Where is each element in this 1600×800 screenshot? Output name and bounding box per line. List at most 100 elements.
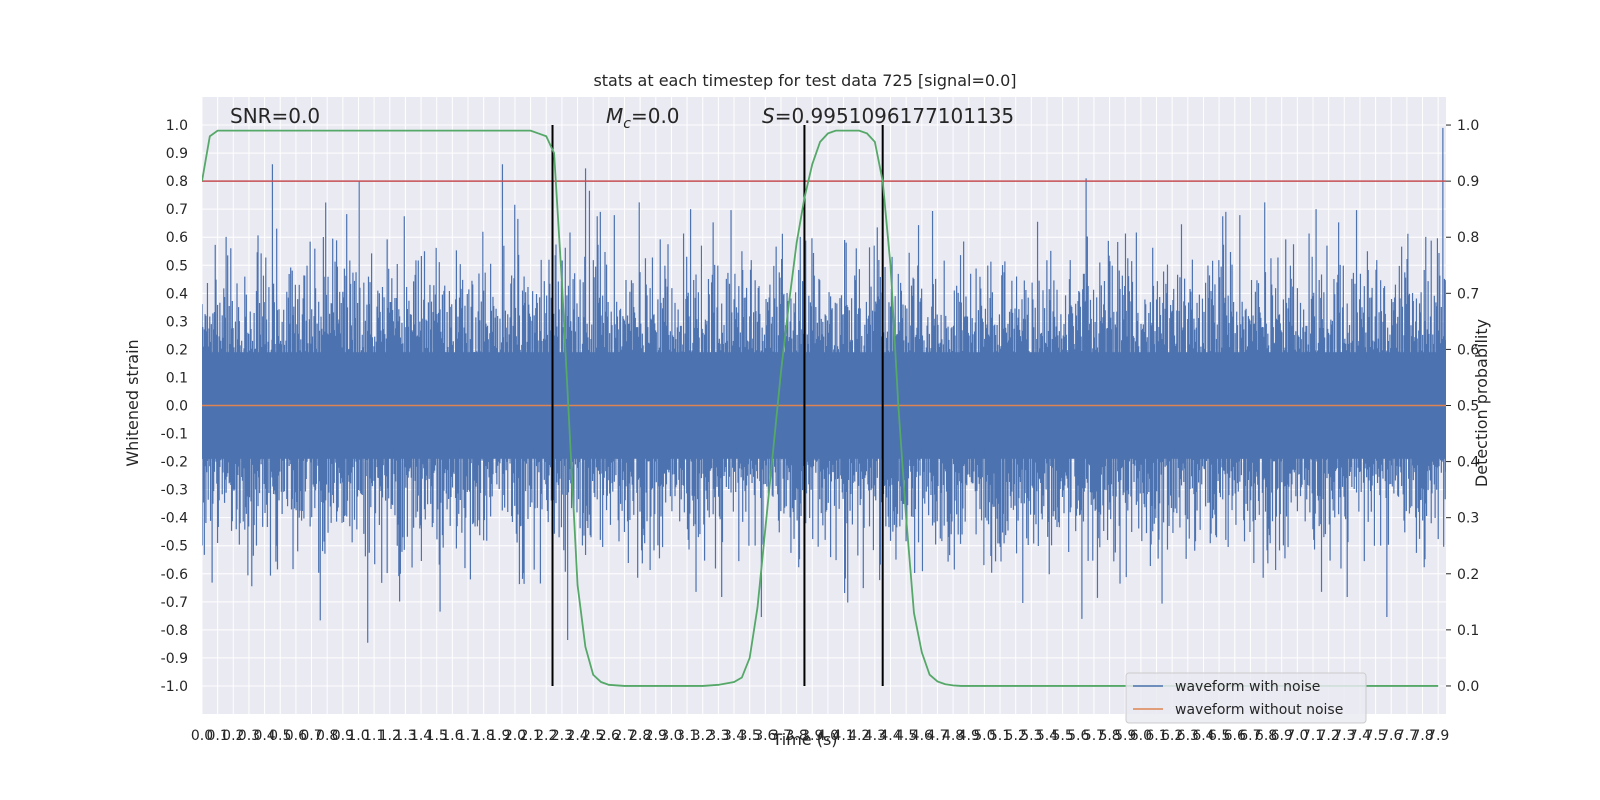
x-tick-label: 0.4: [253, 728, 275, 744]
x-tick-label: 4.7: [926, 728, 948, 744]
y-tick-label: 0.2: [166, 342, 188, 358]
x-tick-label: 4.3: [864, 728, 886, 744]
y-tick-label: 0.4: [166, 286, 188, 302]
y-tick-label: -1.0: [161, 679, 188, 695]
x-tick-label: 0.5: [269, 728, 291, 744]
y-tick-label: -0.6: [161, 567, 188, 583]
x-axis-label: Time (s): [771, 730, 837, 749]
x-tick-label: 2.2: [535, 728, 557, 744]
x-tick-label: 5.8: [1098, 728, 1120, 744]
legend-label: waveform without noise: [1175, 702, 1343, 718]
x-tick-label: 1.6: [441, 728, 463, 744]
y2-tick-label: 0.8: [1457, 230, 1479, 246]
y-axis-label: Whitened strain: [123, 339, 142, 466]
x-tick-label: 6.2: [1161, 728, 1183, 744]
y2-tick-label: 0.9: [1457, 174, 1479, 190]
x-tick-label: 0.0: [191, 728, 213, 744]
chart-title: stats at each timestep for test data 725…: [593, 71, 1016, 90]
x-tick-label: 1.7: [457, 728, 479, 744]
x-tick-label: 4.5: [895, 728, 917, 744]
x-tick-label: 1.9: [488, 728, 510, 744]
x-tick-label: 6.4: [1192, 728, 1214, 744]
y2-tick-label: 1.0: [1457, 118, 1479, 134]
x-tick-label: 7.1: [1302, 728, 1324, 744]
score-annotation: S=0.9951096177101135: [762, 104, 1014, 128]
y2-tick-label: 0.2: [1457, 567, 1479, 583]
y2-tick-label: 0.4: [1457, 455, 1479, 471]
x-tick-label: 7.5: [1364, 728, 1386, 744]
y2-tick-label: 0.6: [1457, 342, 1479, 358]
x-tick-label: 1.8: [473, 728, 495, 744]
x-tick-label: 5.3: [1020, 728, 1042, 744]
chirp-mass-subscript: c: [623, 116, 631, 132]
x-tick-label: 1.0: [347, 728, 369, 744]
x-tick-label: 1.3: [394, 728, 416, 744]
y-tick-label: 0.3: [166, 314, 188, 330]
x-tick-label: 4.4: [879, 728, 901, 744]
y2-tick-label: 0.1: [1457, 623, 1479, 639]
score-symbol: S: [762, 104, 775, 128]
y2-tick-label: 0.3: [1457, 511, 1479, 527]
y-tick-label: 0.8: [166, 174, 188, 190]
x-tick-label: 2.7: [613, 728, 635, 744]
y2-tick-label: 0.5: [1457, 399, 1479, 415]
chirp-mass-annotation: Mc=0.0: [606, 104, 680, 132]
x-tick-label: 3.8: [785, 728, 807, 744]
x-tick-label: 6.7: [1239, 728, 1261, 744]
x-tick-label: 3.0: [660, 728, 682, 744]
x-tick-label: 3.6: [754, 728, 776, 744]
x-tick-label: 6.5: [1208, 728, 1230, 744]
y-axis-left: -1.0 -0.9 -0.8 -0.7 -0.6 -0.5 -0.4 -0.3 -0.2 -0.1…: [161, 118, 188, 695]
x-tick-label: 7.0: [1286, 728, 1308, 744]
x-tick-label: 6.0: [1130, 728, 1152, 744]
legend: waveform with noise waveform without nois…: [1125, 672, 1367, 724]
x-tick-label: 4.6: [911, 728, 933, 744]
x-tick-label: 7.8: [1411, 728, 1433, 744]
x-tick-label: 2.5: [582, 728, 604, 744]
x-tick-label: 7.4: [1349, 728, 1371, 744]
x-tick-label: 1.1: [363, 728, 385, 744]
x-tick-label: 5.1: [989, 728, 1011, 744]
y2-axis-label: Detection probability: [1472, 319, 1491, 487]
y-tick-label: -0.2: [161, 455, 188, 471]
x-tick-label: 0.2: [222, 728, 244, 744]
x-tick-label: 5.6: [1067, 728, 1089, 744]
x-tick-label: 0.3: [238, 728, 260, 744]
x-tick-label: 3.3: [707, 728, 729, 744]
y-tick-label: -0.8: [161, 623, 188, 639]
y2-tick-label: 0.7: [1457, 286, 1479, 302]
x-tick-label: 5.9: [1114, 728, 1136, 744]
x-tick-label: 6.9: [1271, 728, 1293, 744]
y-tick-label: -0.5: [161, 539, 188, 555]
x-tick-label: 3.7: [770, 728, 792, 744]
x-tick-label: 1.2: [379, 728, 401, 744]
x-tick-label: 0.7: [300, 728, 322, 744]
y-tick-label: 0.5: [166, 258, 188, 274]
y-tick-label: 0.6: [166, 230, 188, 246]
x-tick-label: 1.4: [410, 728, 432, 744]
x-tick-label: 6.3: [1177, 728, 1199, 744]
legend-label: waveform with noise: [1175, 679, 1320, 695]
x-tick-label: 7.3: [1333, 728, 1355, 744]
y-tick-label: -0.7: [161, 595, 188, 611]
x-tick-label: 2.9: [645, 728, 667, 744]
x-tick-label: 3.9: [801, 728, 823, 744]
x-tick-label: 7.9: [1427, 728, 1449, 744]
score-value: =0.9951096177101135: [775, 104, 1014, 128]
x-tick-label: 3.1: [676, 728, 698, 744]
x-tick-label: 4.1: [832, 728, 854, 744]
y-tick-label: 0.1: [166, 370, 188, 386]
x-tick-label: 3.2: [692, 728, 714, 744]
x-tick-label: 5.5: [1051, 728, 1073, 744]
x-tick-label: 2.6: [598, 728, 620, 744]
y-tick-label: 0.7: [166, 202, 188, 218]
detection-probability-line: [202, 129, 1439, 687]
x-tick-label: 7.7: [1396, 728, 1418, 744]
chirp-mass-value: =0.0: [631, 104, 680, 128]
y-tick-label: -0.4: [161, 511, 188, 527]
x-tick-label: 4.0: [817, 728, 839, 744]
y-axis-right: 0.0 0.1 0.2 0.3 0.4 0.5 0.6 0.7 0.8 0.9 1.0: [1446, 118, 1479, 695]
x-tick-label: 5.0: [973, 728, 995, 744]
y-tick-label: -0.1: [161, 427, 188, 443]
